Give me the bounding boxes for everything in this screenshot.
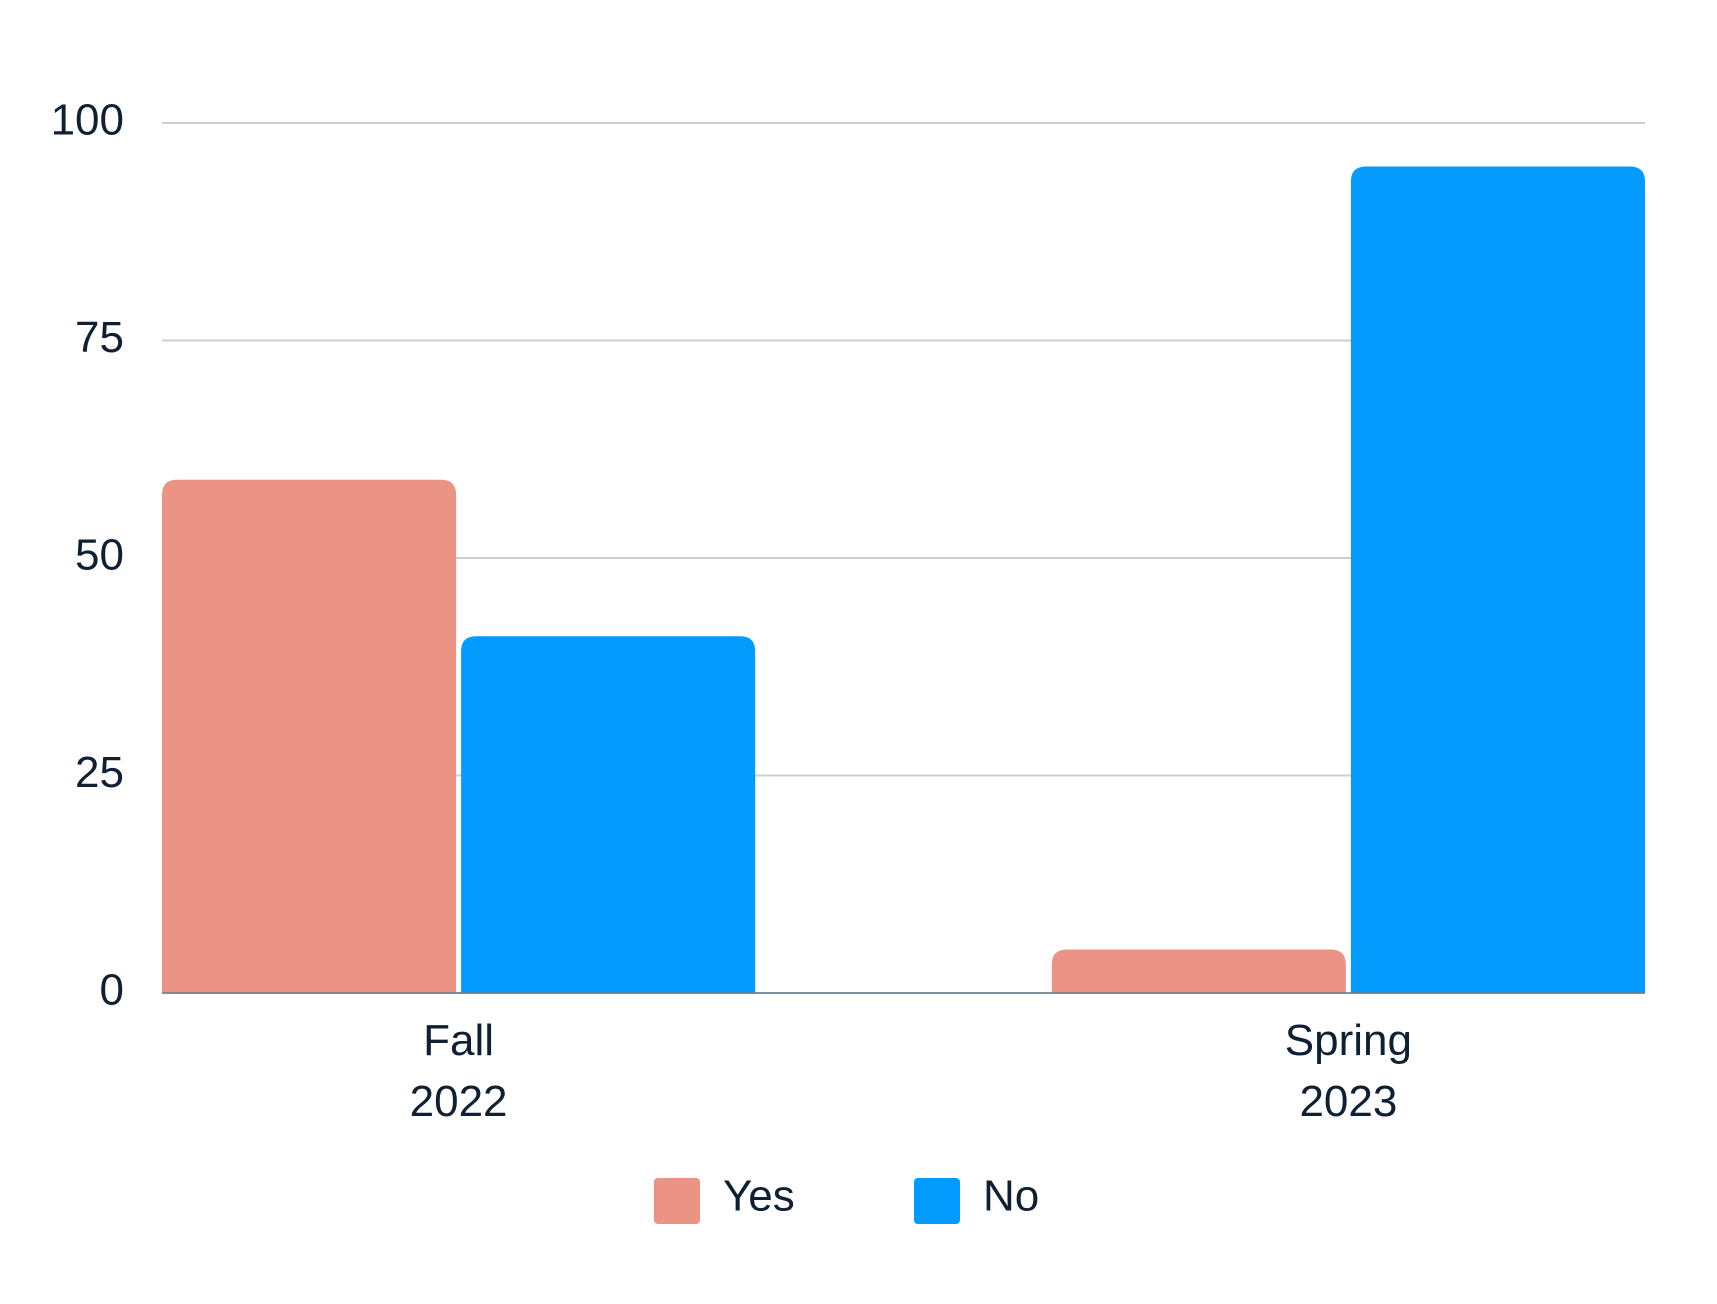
x-tick-label: Fall 2022 [409,1016,508,1126]
y-tick-label: 75 [75,313,124,362]
bar [162,479,457,993]
bar [1350,166,1645,993]
y-tick-label: 100 [51,96,124,145]
bar [461,636,756,993]
legend-swatch [654,1178,700,1224]
bar [1051,949,1346,993]
y-tick-label: 0 [100,966,124,1015]
legend-label: No [983,1172,1039,1221]
x-tick-label: Spring 2023 [1284,1016,1412,1126]
y-tick-label: 25 [75,748,124,797]
legend-swatch [914,1178,960,1224]
legend-label: Yes [723,1172,795,1221]
y-tick-label: 50 [75,531,124,580]
